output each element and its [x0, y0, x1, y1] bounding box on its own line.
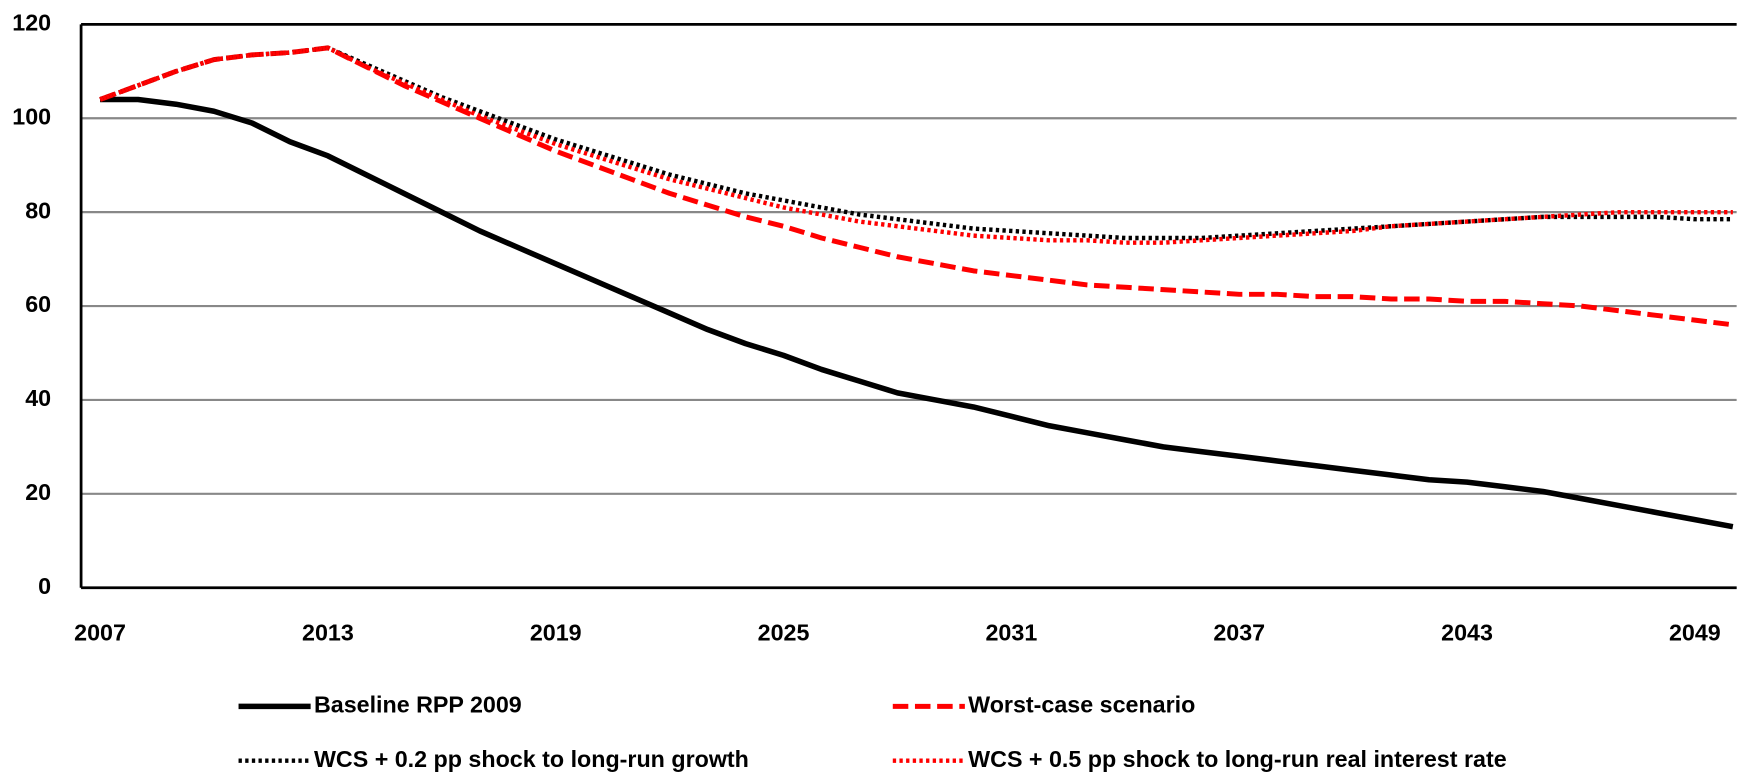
x-tick-label: 2043 [1441, 619, 1493, 645]
x-tick-label: 2019 [530, 619, 582, 645]
series-line [99, 45, 1733, 241]
y-tick-label: 40 [25, 385, 51, 411]
legend-label: WCS + 0.2 pp shock to long-run growth [314, 746, 749, 772]
series-line [99, 45, 1733, 245]
y-tick-label: 100 [12, 103, 51, 129]
x-tick-label: 2031 [986, 619, 1038, 645]
legend-label: Baseline RPP 2009 [314, 692, 522, 718]
legend-label: Worst-case scenario [968, 692, 1195, 718]
series-line [99, 45, 1734, 328]
x-tick-label: 2037 [1213, 619, 1265, 645]
x-tick-label: 2049 [1669, 619, 1721, 645]
series-line [100, 96, 1734, 530]
y-tick-label: 20 [25, 479, 51, 505]
x-tick-label: 2025 [758, 619, 810, 645]
x-tick-label: 2013 [302, 619, 354, 645]
y-tick-label: 80 [25, 197, 51, 223]
y-tick-label: 120 [12, 10, 51, 36]
y-tick-label: 60 [25, 291, 51, 317]
legend-label: WCS + 0.5 pp shock to long-run real inte… [968, 746, 1507, 772]
x-tick-label: 2007 [74, 619, 126, 645]
y-tick-label: 0 [38, 573, 51, 599]
